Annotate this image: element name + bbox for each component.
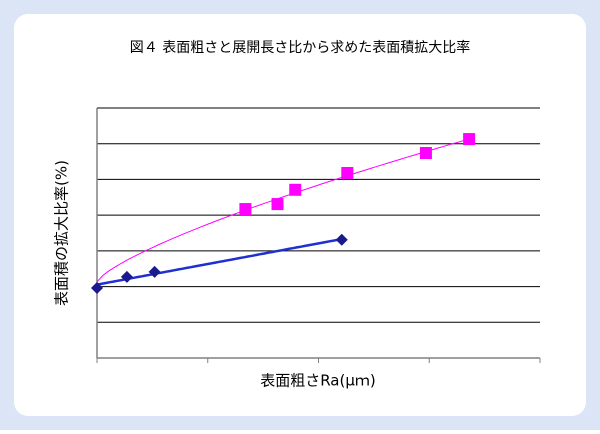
trendline bbox=[96, 138, 470, 283]
marker bbox=[335, 233, 348, 246]
marker bbox=[271, 198, 284, 211]
marker bbox=[419, 147, 432, 159]
marker bbox=[91, 282, 103, 294]
marker bbox=[239, 203, 252, 216]
trendline bbox=[96, 237, 343, 286]
marker bbox=[120, 270, 133, 283]
marker bbox=[289, 183, 302, 196]
marker bbox=[463, 133, 476, 146]
marker bbox=[148, 265, 161, 278]
chart-title: 図４ 表面粗さと展開長さ比から求めた表面積拡大比率 bbox=[130, 39, 470, 56]
marker bbox=[341, 167, 354, 179]
x-axis-label: 表面粗さRa(μｍ) bbox=[260, 372, 376, 390]
y-axis-label: 表面積の拡大比率(%) bbox=[53, 160, 71, 306]
